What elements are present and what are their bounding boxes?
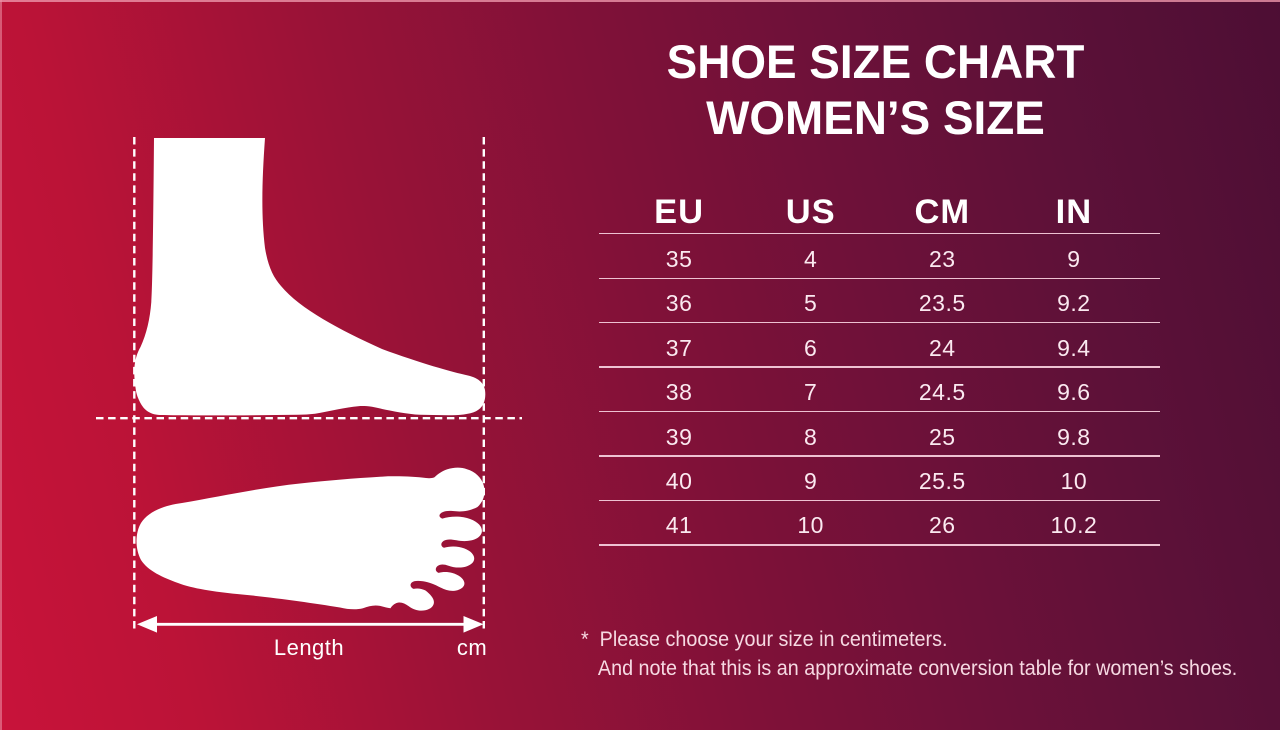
svg-text:cm: cm: [457, 635, 487, 660]
svg-text:Length: Length: [274, 635, 344, 660]
